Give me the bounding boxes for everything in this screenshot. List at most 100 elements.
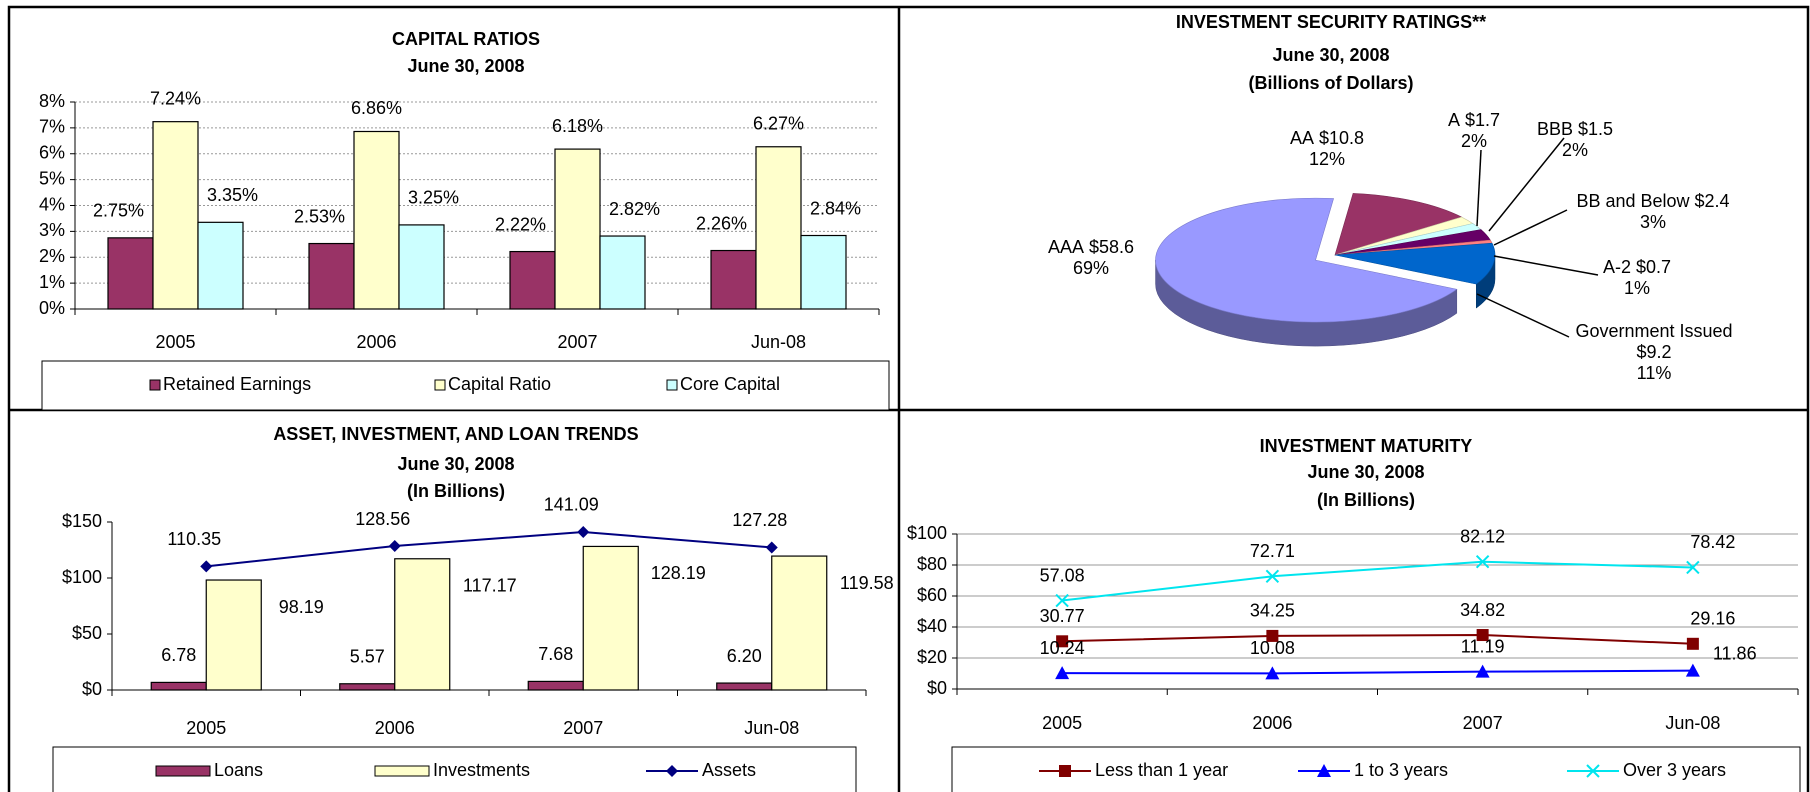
- bar: [554, 148, 601, 310]
- pie-label: A-2 $0.7 1%: [1603, 257, 1671, 298]
- legend-swatch: [434, 379, 446, 391]
- data-label: 72.71: [1250, 541, 1295, 561]
- pie-slice: [1155, 197, 1458, 323]
- y-tick-label: $100: [62, 567, 102, 587]
- y-tick-label: $100: [907, 523, 947, 543]
- legend-label: Over 3 years: [1623, 760, 1726, 780]
- bar: [599, 235, 646, 310]
- y-tick-label: $60: [917, 585, 947, 605]
- chart-title: INVESTMENT MATURITY: [1260, 436, 1473, 456]
- legend-swatch: [666, 379, 678, 391]
- x-tick-label: 2007: [563, 718, 603, 738]
- y-tick-label: 4%: [39, 194, 65, 214]
- x-tick-label: 2007: [557, 332, 597, 352]
- pie-label-part: 1%: [1624, 278, 1650, 298]
- bar: [205, 579, 262, 691]
- leader-line: [1493, 255, 1599, 276]
- bar: [150, 681, 207, 691]
- chart-subtitle: June 30, 2008: [1272, 45, 1389, 65]
- data-label: 110.35: [167, 529, 221, 549]
- chart-subtitle: June 30, 2008: [407, 56, 524, 76]
- x-tick-label: 2006: [356, 332, 396, 352]
- chart-subtitle: (In Billions): [1317, 490, 1415, 510]
- data-label: 5.57: [350, 647, 385, 667]
- x-tick-label: 2007: [1463, 713, 1503, 733]
- chart-subtitle: (In Billions): [407, 481, 505, 501]
- data-label: 2.53%: [294, 206, 345, 226]
- pie-label-part: $2.4: [1695, 191, 1730, 211]
- y-tick-label: 6%: [39, 143, 65, 163]
- y-tick-label: $20: [917, 647, 947, 667]
- bar: [339, 683, 396, 691]
- y-tick-label: $150: [62, 511, 102, 531]
- pie-label-part: 11%: [1637, 363, 1672, 383]
- data-label: 10.08: [1250, 638, 1295, 658]
- data-label: 57.08: [1040, 565, 1085, 585]
- marker: [577, 525, 590, 538]
- marker: [1476, 629, 1489, 642]
- pie-label: AA $10.8 12%: [1290, 128, 1364, 169]
- y-tick-label: 7%: [39, 117, 65, 137]
- pie-label-part: $1.7: [1465, 110, 1500, 130]
- legend-label: Capital Ratio: [448, 374, 551, 394]
- pie-label: BB and Below $2.4 3%: [1576, 191, 1729, 232]
- x-tick-label: 2006: [375, 718, 415, 738]
- pie-label-part: 2%: [1562, 140, 1588, 160]
- line: [1062, 634, 1693, 645]
- leader-line: [1476, 149, 1482, 227]
- outer-border: [7, 5, 1810, 792]
- data-label: 78.42: [1690, 532, 1735, 552]
- data-label: 98.19: [279, 597, 324, 617]
- pie-label-part: Government Issued: [1575, 321, 1732, 341]
- data-label: 6.20: [727, 646, 762, 666]
- bar: [398, 224, 445, 310]
- marker: [1265, 569, 1280, 584]
- data-label: 2.75%: [93, 201, 144, 221]
- marker: [1056, 635, 1069, 648]
- pie-label-part: $9.2: [1636, 342, 1671, 362]
- data-label: 141.09: [544, 495, 599, 515]
- leader-line: [1493, 209, 1568, 246]
- x-tick-label: 2005: [186, 718, 226, 738]
- chart-subtitle: June 30, 2008: [397, 454, 514, 474]
- marker: [200, 560, 213, 573]
- x-tick-label: 2005: [155, 332, 195, 352]
- legend-label: Assets: [702, 760, 756, 780]
- leader-line: [1476, 293, 1570, 338]
- data-label: 7.68: [538, 644, 573, 664]
- data-label: 2.84%: [810, 198, 861, 218]
- bar: [771, 555, 828, 691]
- bar: [308, 242, 355, 310]
- x-tick-label: 2006: [1252, 713, 1292, 733]
- y-tick-label: 0%: [39, 298, 65, 318]
- data-label: 119.58: [840, 573, 894, 593]
- bar: [582, 545, 639, 691]
- chart-title: INVESTMENT SECURITY RATINGS**: [1176, 12, 1486, 32]
- bar: [509, 250, 556, 310]
- data-label: 2.22%: [495, 214, 546, 234]
- chart-subtitle: June 30, 2008: [1307, 462, 1424, 482]
- bar: [353, 130, 400, 310]
- pie-label: A $1.7 2%: [1448, 110, 1500, 151]
- bar: [716, 682, 773, 691]
- pie-label-part: BB and Below: [1576, 191, 1690, 211]
- data-label: 117.17: [463, 576, 517, 596]
- data-label: 34.82: [1460, 600, 1505, 620]
- y-tick-label: $0: [927, 678, 947, 698]
- data-label: 6.27%: [753, 114, 804, 134]
- x-tick-label: Jun-08: [1665, 713, 1720, 733]
- pie-label-part: 69%: [1073, 258, 1109, 278]
- marker: [1475, 664, 1490, 678]
- y-tick-label: 3%: [39, 220, 65, 240]
- legend-label: Investments: [433, 760, 530, 780]
- pie-label-part: A: [1448, 110, 1460, 130]
- legend-label: Less than 1 year: [1095, 760, 1228, 780]
- x-tick-label: Jun-08: [744, 718, 799, 738]
- pie-slice: [1334, 193, 1463, 256]
- pie-label-part: 12%: [1309, 149, 1345, 169]
- bar: [107, 237, 154, 310]
- y-tick-label: 2%: [39, 246, 65, 266]
- pie-label-part: 3%: [1640, 212, 1666, 232]
- y-tick-label: $50: [72, 623, 102, 643]
- pie-label-part: BBB: [1537, 119, 1573, 139]
